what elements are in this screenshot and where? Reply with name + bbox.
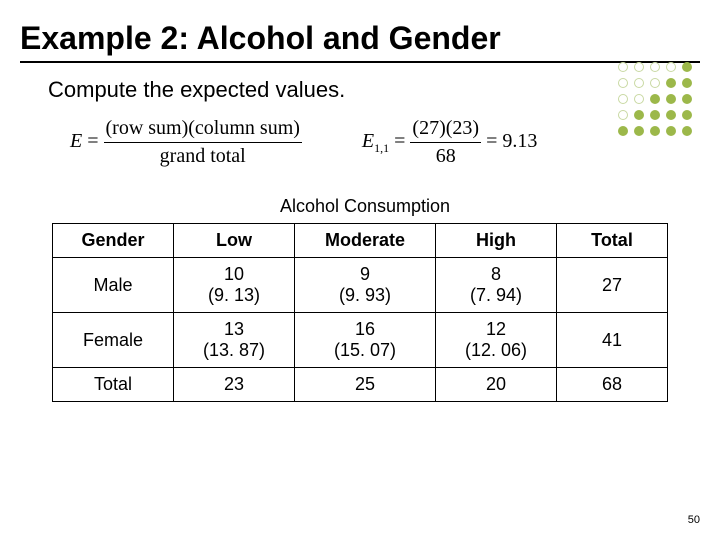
span-header: Alcohol Consumption — [174, 190, 557, 224]
dot-icon — [666, 110, 676, 120]
dot-icon — [618, 78, 628, 88]
data-cell: 10(9. 13) — [174, 258, 295, 313]
formula2-numerator: (27)(23) — [410, 117, 481, 143]
expected-value: (9. 93) — [305, 285, 425, 306]
observed-value: 8 — [446, 264, 546, 285]
slide-subtitle: Compute the expected values. — [0, 63, 720, 103]
formula2-lhs-base: E — [362, 130, 374, 152]
formula2-lhs-sub: 1,1 — [374, 141, 389, 155]
slide-title: Example 2: Alcohol and Gender — [0, 0, 720, 61]
dot-icon — [682, 110, 692, 120]
formula-general: E = (row sum)(column sum) grand total — [70, 117, 302, 168]
dot-icon — [682, 78, 692, 88]
formula-fraction: (row sum)(column sum) grand total — [104, 117, 302, 168]
dot-icon — [682, 126, 692, 136]
dot-icon — [666, 94, 676, 104]
observed-value: 13 — [184, 319, 284, 340]
formula-numerator: (row sum)(column sum) — [104, 117, 302, 143]
column-total: 25 — [295, 368, 436, 402]
formula2-denominator: 68 — [410, 143, 481, 168]
data-cell: 8(7. 94) — [436, 258, 557, 313]
dot-icon — [682, 62, 692, 72]
data-cell: 12(12. 06) — [436, 313, 557, 368]
dot-icon — [618, 110, 628, 120]
decorative-dots — [618, 62, 694, 138]
dot-icon — [666, 78, 676, 88]
data-cell: 16(15. 07) — [295, 313, 436, 368]
grand-total: 68 — [557, 368, 668, 402]
observed-value: 9 — [305, 264, 425, 285]
expected-value: (12. 06) — [446, 340, 546, 361]
formula-lhs: E — [70, 130, 82, 152]
dot-icon — [650, 126, 660, 136]
page-number: 50 — [688, 514, 700, 526]
contingency-table: Alcohol ConsumptionGenderLowModerateHigh… — [52, 190, 668, 402]
column-total: 20 — [436, 368, 557, 402]
dot-icon — [634, 94, 644, 104]
formula2-rhs: 9.13 — [502, 130, 537, 152]
dot-icon — [618, 94, 628, 104]
dot-icon — [666, 126, 676, 136]
expected-value: (7. 94) — [446, 285, 546, 306]
formula-row: E = (row sum)(column sum) grand total E1… — [0, 103, 720, 168]
expected-value: (9. 13) — [184, 285, 284, 306]
formula-example: E1,1 = (27)(23) 68 = 9.13 — [362, 117, 537, 168]
dot-icon — [650, 94, 660, 104]
footer-label: Total — [53, 368, 174, 402]
row-total: 27 — [557, 258, 668, 313]
total-header: Total — [557, 224, 668, 258]
dot-icon — [634, 62, 644, 72]
row-label: Female — [53, 313, 174, 368]
column-total: 23 — [174, 368, 295, 402]
corner-cell — [53, 190, 174, 224]
dot-icon — [634, 126, 644, 136]
observed-value: 16 — [305, 319, 425, 340]
dot-icon — [650, 62, 660, 72]
data-cell: 13(13. 87) — [174, 313, 295, 368]
dot-icon — [634, 110, 644, 120]
corner-cell — [557, 190, 668, 224]
column-header: Moderate — [295, 224, 436, 258]
observed-value: 12 — [446, 319, 546, 340]
expected-value: (15. 07) — [305, 340, 425, 361]
column-header: High — [436, 224, 557, 258]
observed-value: 10 — [184, 264, 284, 285]
formula-denominator: grand total — [104, 143, 302, 168]
expected-value: (13. 87) — [184, 340, 284, 361]
column-header: Low — [174, 224, 295, 258]
row-total: 41 — [557, 313, 668, 368]
formula2-fraction: (27)(23) 68 — [410, 117, 481, 168]
dot-icon — [650, 78, 660, 88]
dot-icon — [682, 94, 692, 104]
dot-icon — [634, 78, 644, 88]
dot-icon — [666, 62, 676, 72]
data-cell: 9(9. 93) — [295, 258, 436, 313]
dot-icon — [618, 126, 628, 136]
row-label-header: Gender — [53, 224, 174, 258]
dot-icon — [618, 62, 628, 72]
dot-icon — [650, 110, 660, 120]
row-label: Male — [53, 258, 174, 313]
